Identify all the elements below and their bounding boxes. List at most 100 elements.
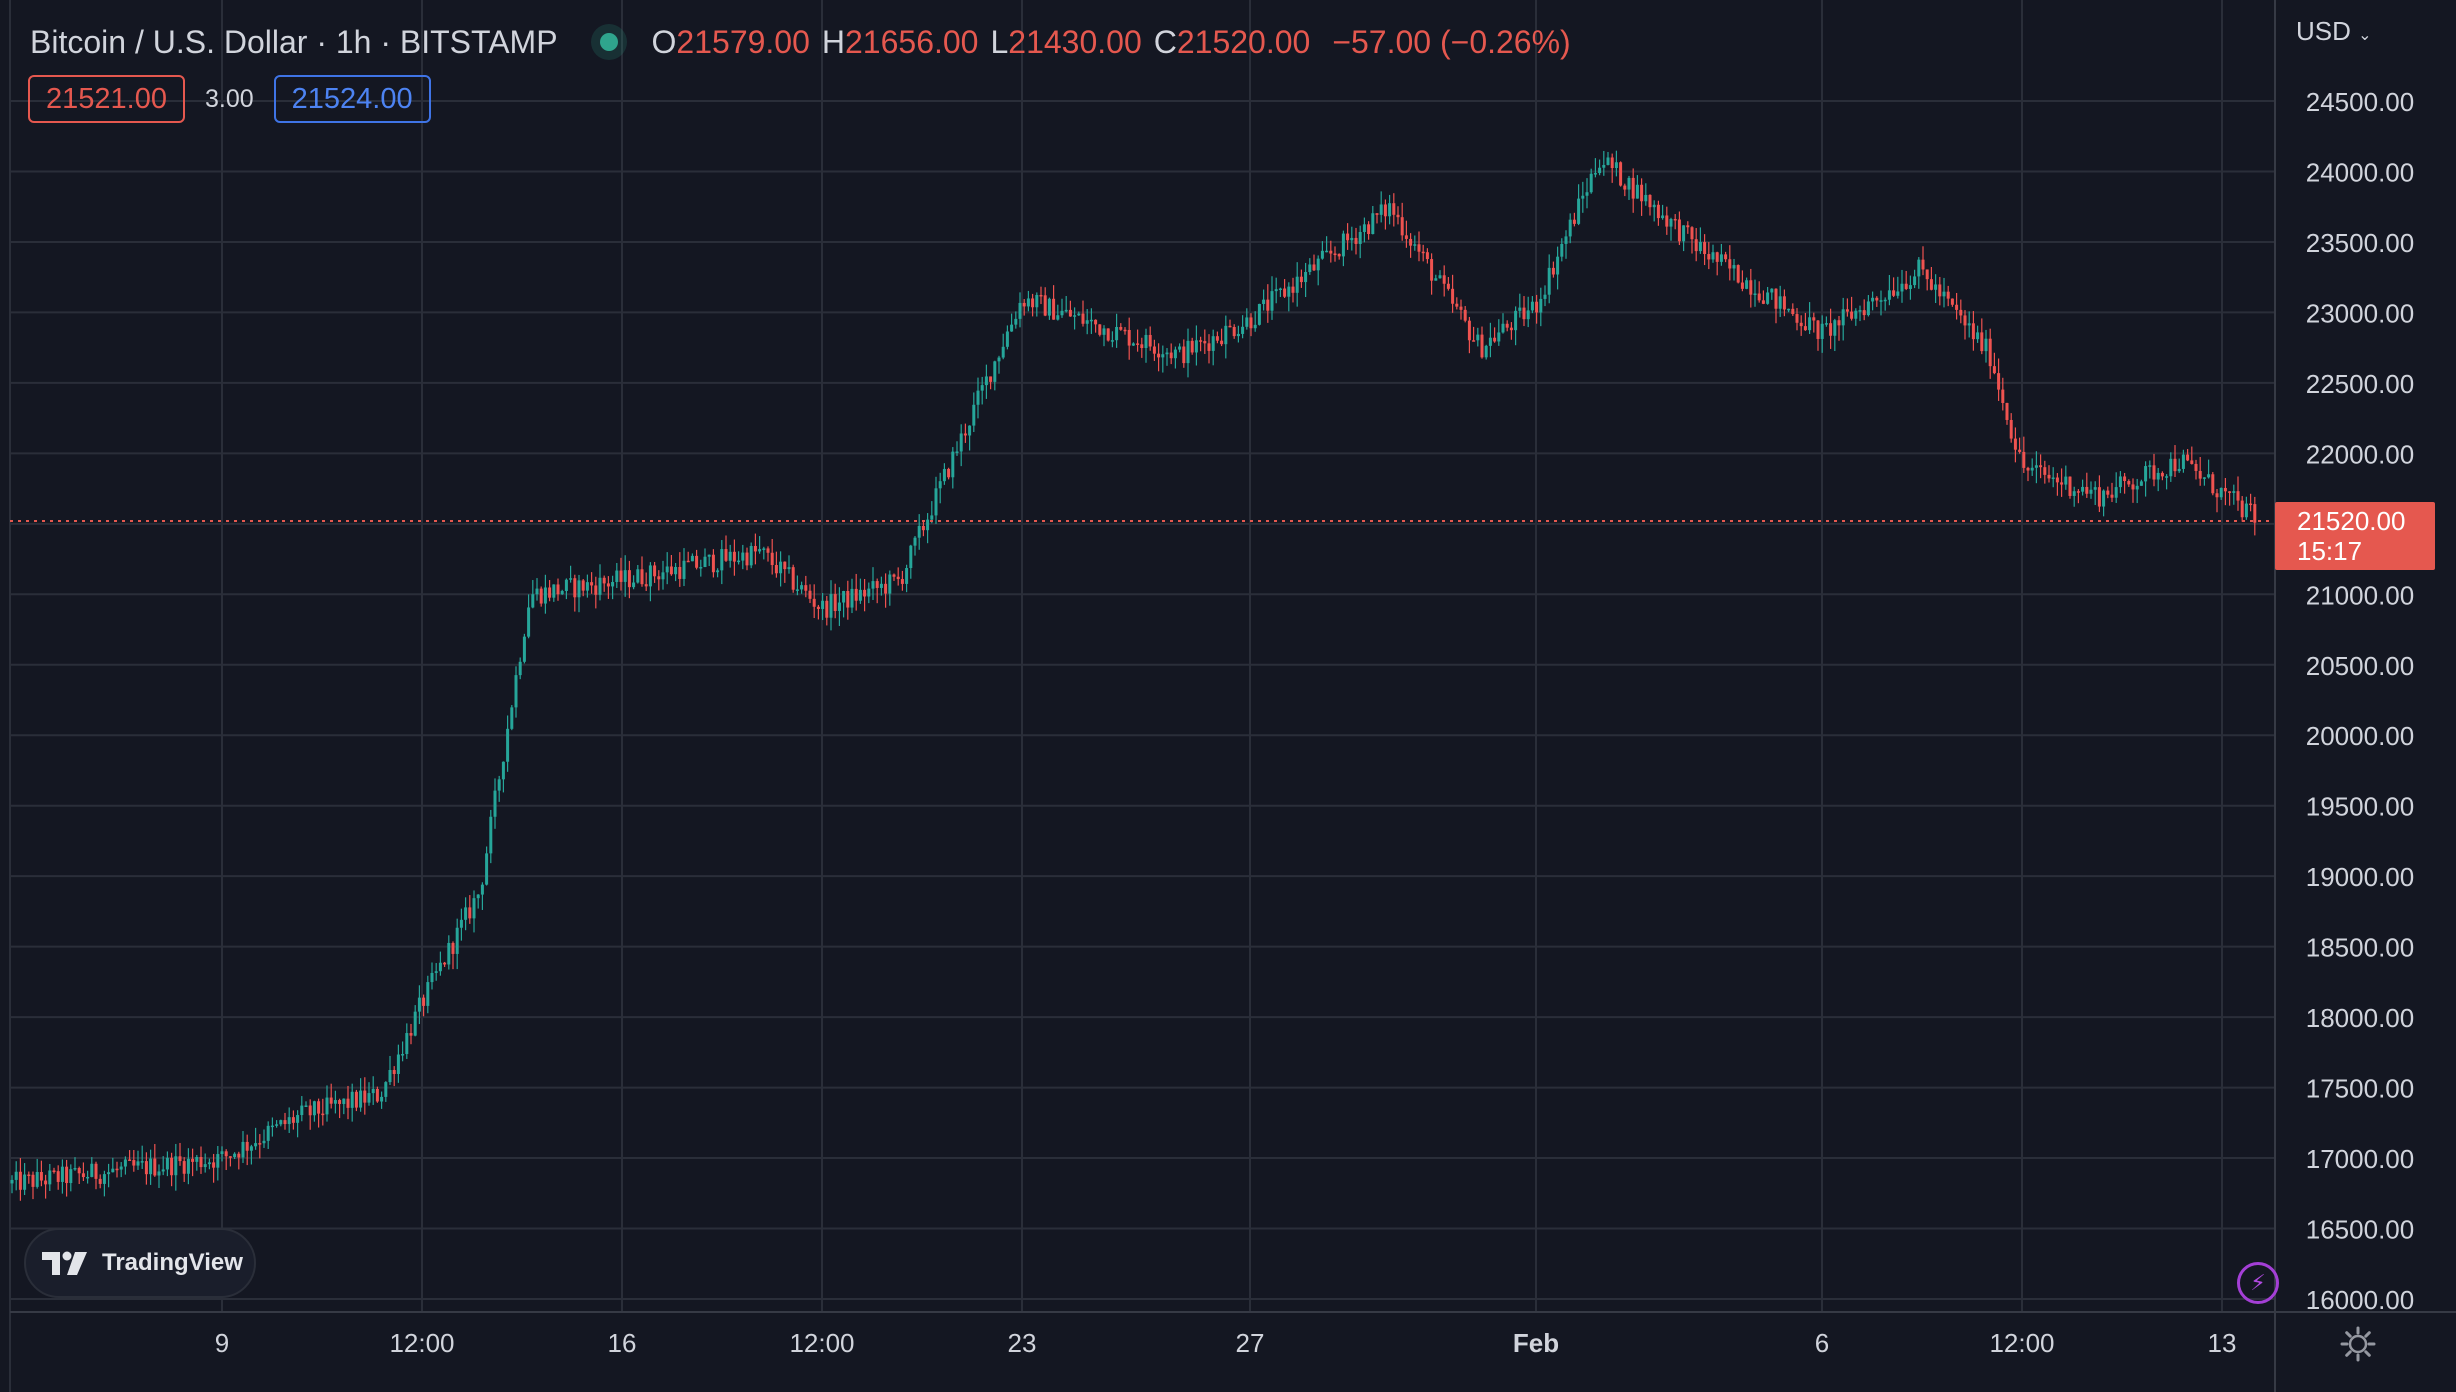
- low-key: L: [990, 23, 1009, 60]
- candle-90: [388, 1055, 392, 1086]
- y-tick-label-12: 18500.00: [2306, 933, 2414, 963]
- candle-522: [2202, 477, 2206, 486]
- close-key: C: [1153, 23, 1177, 60]
- candle-153: [653, 561, 657, 583]
- candle-469: [1980, 318, 1984, 355]
- candle-230: [976, 377, 980, 419]
- candle-183: [779, 551, 783, 587]
- candle-343: [1451, 274, 1455, 313]
- sell-button[interactable]: 21521.00: [28, 75, 185, 123]
- candle-417: [1761, 290, 1765, 305]
- candle-377: [1593, 158, 1597, 178]
- candle-514: [2169, 452, 2173, 482]
- symbol-title[interactable]: Bitcoin / U.S. Dollar · 1h · BITSTAMP: [30, 23, 558, 60]
- candle-348: [1472, 326, 1476, 342]
- candle-532: [2244, 496, 2248, 520]
- candle-55: [241, 1131, 245, 1163]
- candle-394: [1665, 206, 1669, 235]
- candle-275: [1165, 348, 1169, 366]
- candle-309: [1308, 258, 1312, 275]
- candle-264: [1119, 323, 1123, 331]
- lightning-icon[interactable]: ⚡: [2237, 1262, 2279, 1304]
- candle-163: [695, 549, 699, 570]
- candle-50: [220, 1146, 224, 1162]
- candle-150: [640, 556, 644, 587]
- candle-148: [632, 575, 636, 590]
- candle-13: [65, 1159, 69, 1197]
- candle-375: [1585, 178, 1589, 209]
- candle-234: [993, 360, 997, 391]
- candle-27: [123, 1156, 127, 1175]
- candle-158: [674, 562, 678, 582]
- open-value: 21579.00: [676, 23, 810, 60]
- candle-88: [380, 1091, 384, 1109]
- candle-365: [1543, 285, 1547, 307]
- candle-310: [1312, 254, 1316, 272]
- candle-218: [926, 513, 930, 544]
- candle-344: [1455, 297, 1459, 310]
- bar-countdown: 15:17: [2297, 536, 2363, 566]
- candle-17: [81, 1162, 85, 1182]
- candle-268: [1136, 329, 1140, 352]
- candle-411: [1736, 264, 1740, 284]
- candle-413: [1745, 277, 1749, 290]
- candle-351: [1484, 344, 1488, 360]
- candle-111: [476, 894, 480, 909]
- candle-504: [2127, 479, 2131, 487]
- candle-423: [1787, 308, 1791, 313]
- candle-221: [938, 472, 942, 504]
- candle-430: [1816, 320, 1820, 351]
- candle-171: [728, 544, 732, 568]
- candle-167: [711, 549, 715, 578]
- candle-534: [2253, 496, 2257, 536]
- candle-441: [1862, 299, 1866, 321]
- candle-248: [1052, 285, 1056, 320]
- candle-169: [720, 540, 724, 585]
- candle-184: [783, 561, 787, 583]
- candle-209: [888, 570, 892, 606]
- candle-386: [1631, 168, 1635, 213]
- y-tick-label-15: 17000.00: [2306, 1144, 2414, 1174]
- candle-162: [690, 553, 694, 562]
- candle-399: [1686, 221, 1690, 234]
- candle-315: [1333, 246, 1337, 262]
- candle-350: [1480, 326, 1484, 359]
- candle-475: [2005, 402, 2009, 425]
- currency-selector[interactable]: USD ⌄: [2296, 16, 2372, 47]
- candle-229: [972, 392, 976, 433]
- candle-62: [270, 1117, 274, 1137]
- candle-285: [1207, 334, 1211, 364]
- candle-352: [1488, 322, 1492, 358]
- candle-51: [224, 1149, 228, 1171]
- candle-407: [1719, 243, 1723, 266]
- candle-0: [10, 1175, 14, 1194]
- candle-266: [1127, 317, 1131, 360]
- candle-89: [384, 1081, 388, 1102]
- candle-189: [804, 575, 808, 598]
- buy-button[interactable]: 21524.00: [273, 75, 431, 123]
- candle-473: [1997, 358, 2001, 401]
- candle-127: [543, 574, 547, 614]
- candle-289: [1224, 315, 1228, 359]
- candle-291: [1232, 324, 1236, 339]
- candle-408: [1724, 251, 1728, 263]
- candle-480: [2026, 466, 2030, 482]
- candle-59: [258, 1134, 262, 1159]
- candle-512: [2160, 471, 2164, 481]
- x-tick-label-2: 16: [608, 1328, 637, 1358]
- candle-505: [2131, 478, 2135, 503]
- candle-194: [825, 595, 829, 626]
- candle-397: [1677, 211, 1681, 246]
- candle-373: [1577, 184, 1581, 226]
- gear-icon[interactable]: [2340, 1326, 2376, 1362]
- candle-478: [2018, 437, 2022, 454]
- candle-286: [1211, 329, 1215, 366]
- candle-74: [321, 1098, 325, 1126]
- candle-235: [997, 355, 1001, 374]
- candle-108: [464, 897, 468, 931]
- tradingview-logo[interactable]: TradingView: [24, 1228, 256, 1298]
- chevron-down-icon: ⌄: [2358, 27, 2372, 44]
- candle-521: [2198, 456, 2202, 486]
- candle-211: [896, 567, 900, 586]
